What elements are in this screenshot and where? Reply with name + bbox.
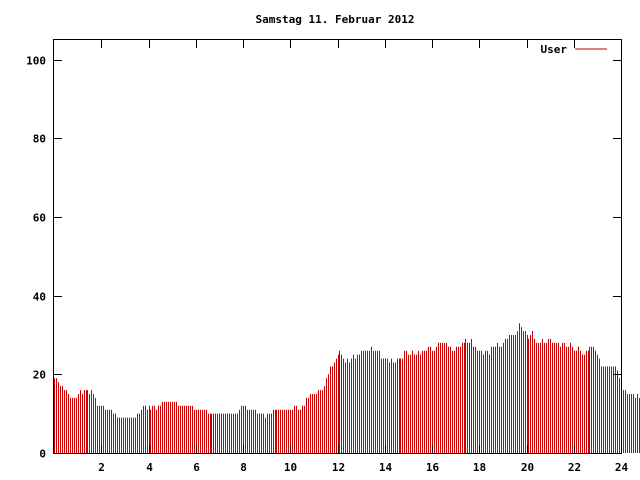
y-tick-label: 60 <box>33 212 46 225</box>
chart-title: Samstag 11. Februar 2012 <box>256 13 415 26</box>
x-tick-label: 20 <box>521 461 534 474</box>
x-tick-label: 18 <box>473 461 486 474</box>
y-tick-label: 40 <box>33 291 46 304</box>
y-tick-label: 100 <box>26 55 46 68</box>
x-tick-label: 8 <box>240 461 247 474</box>
legend: User <box>541 43 607 56</box>
x-tick-label: 12 <box>332 461 345 474</box>
x-axis: 2 4 6 8 10 12 14 16 18 20 22 24 <box>98 40 628 474</box>
x-tick-label: 14 <box>379 461 393 474</box>
x-tick-label: 24 <box>615 461 629 474</box>
x-tick-label: 10 <box>284 461 297 474</box>
x-tick-label: 6 <box>193 461 200 474</box>
x-tick-label: 2 <box>98 461 105 474</box>
y-tick-label: 20 <box>33 369 46 382</box>
plot-frame <box>53 39 622 454</box>
bars-group <box>54 323 640 453</box>
y-tick-label: 0 <box>39 448 46 461</box>
y-axis: 0 20 40 60 80 100 <box>26 55 621 461</box>
x-tick-label: 22 <box>568 461 581 474</box>
y-tick-label: 80 <box>33 133 46 146</box>
x-tick-label: 4 <box>146 461 153 474</box>
legend-label: User <box>541 43 568 56</box>
x-tick-label: 16 <box>426 461 440 474</box>
